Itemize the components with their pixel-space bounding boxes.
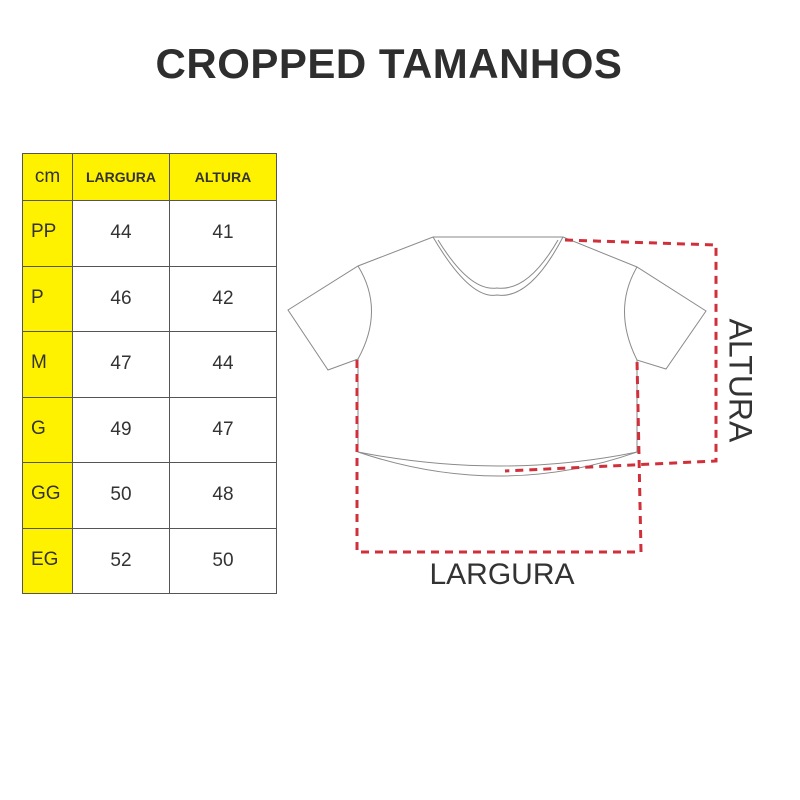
table-row: GG 50 48 xyxy=(22,462,277,529)
altura-cell: 48 xyxy=(169,462,277,529)
table-row: G 49 47 xyxy=(22,396,277,463)
size-cell: P xyxy=(22,265,73,332)
table-row: PP 44 41 xyxy=(22,200,277,267)
largura-cell: 44 xyxy=(72,200,170,267)
size-cell: PP xyxy=(22,200,73,267)
table-row: M 47 44 xyxy=(22,331,277,398)
table-header: cm LARGURA ALTURA xyxy=(22,153,277,201)
size-cell: M xyxy=(22,331,73,398)
altura-cell: 44 xyxy=(169,331,277,398)
altura-cell: 42 xyxy=(169,265,277,332)
header-unit: cm xyxy=(22,153,73,201)
header-altura: ALTURA xyxy=(169,153,277,201)
table-row: EG 52 50 xyxy=(22,527,277,594)
page-title: CROPPED TAMANHOS xyxy=(155,40,623,87)
largura-label: LARGURA xyxy=(429,558,575,591)
size-cell: G xyxy=(22,396,73,463)
largura-cell: 52 xyxy=(72,527,170,594)
table-row: P 46 42 xyxy=(22,265,277,332)
altura-label: ALTURA xyxy=(722,318,759,443)
largura-cell: 46 xyxy=(72,265,170,332)
altura-cell: 50 xyxy=(169,527,277,594)
largura-cell: 47 xyxy=(72,331,170,398)
shirt-outline xyxy=(287,236,707,477)
header-largura: LARGURA xyxy=(72,153,170,201)
measure-lines xyxy=(355,238,718,554)
size-cell: GG xyxy=(22,462,73,529)
size-table: cm LARGURA ALTURA PP 44 41 P 46 42 M 47 44 G 49 47 G… xyxy=(22,153,277,594)
altura-measure-line xyxy=(504,238,718,473)
